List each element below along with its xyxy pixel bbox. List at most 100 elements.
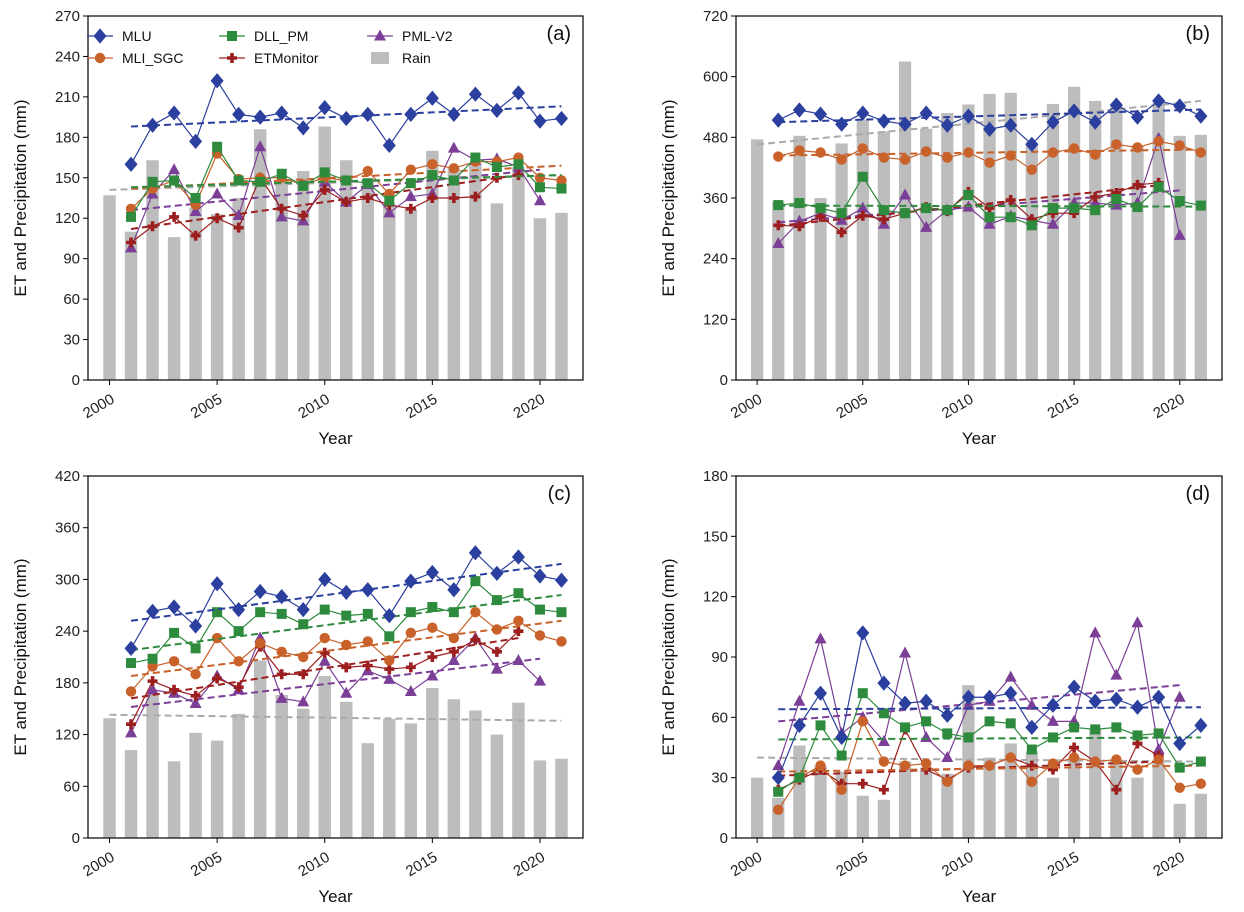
series-point-pml-v2 <box>404 684 417 696</box>
legend-item: MLI_SGC <box>87 50 183 66</box>
trend-line-mlu <box>778 706 1201 711</box>
series-point-pml-v2 <box>533 674 546 686</box>
plot-frame <box>87 15 584 381</box>
y-tick-label: 120 <box>55 727 80 744</box>
series-point-mli_sgc <box>427 622 438 633</box>
x-tick-label: 2000 <box>728 849 765 880</box>
series-point-etmonitor <box>233 682 244 693</box>
series-point-mli_sgc <box>534 630 546 641</box>
series-point-dll_pm <box>836 750 847 761</box>
series-point-dll_pm <box>427 602 438 613</box>
rain-bar <box>426 688 439 838</box>
series-point-pml-v2 <box>835 213 848 225</box>
series-point-etmonitor <box>513 626 524 637</box>
series-point-mli_sgc <box>899 154 911 165</box>
series-point-mli_sgc <box>556 175 567 186</box>
series-point-etmonitor <box>169 684 180 695</box>
series-point-mli_sgc <box>1026 164 1038 175</box>
series-point-dll_pm <box>448 175 459 186</box>
y-tick-label: 0 <box>720 372 728 389</box>
rain-bar <box>555 212 568 380</box>
legend: MLU MLI_SGC DLL_PM ETMonitor PML-V2 Rain <box>87 28 453 66</box>
rain-bar <box>490 734 504 838</box>
series-point-dll_pm <box>1005 212 1016 223</box>
series-point-mlu <box>425 90 439 106</box>
series-point-dll_pm <box>1069 722 1080 733</box>
series-point-dll_pm <box>815 720 826 731</box>
legend-marker <box>94 52 106 64</box>
series-point-mlu <box>1088 693 1102 709</box>
x-tick-label: 2015 <box>1045 391 1082 422</box>
series-point-pml-v2 <box>383 672 396 684</box>
rain-bar <box>1110 761 1123 838</box>
rain-bar <box>1067 757 1081 838</box>
rain-bar <box>1025 751 1038 838</box>
series-point-mli_sgc <box>878 152 890 163</box>
rain-bar <box>877 131 891 380</box>
series-point-mlu <box>167 599 181 615</box>
series-point-etmonitor <box>276 669 287 680</box>
series-point-mli_sgc <box>1195 778 1207 789</box>
rain-bar <box>167 761 181 838</box>
series-point-mli_sgc <box>168 656 180 667</box>
rain-bar <box>146 160 159 380</box>
plot-frame <box>87 475 584 839</box>
series-point-pml-v2 <box>447 141 460 153</box>
series-point-dll_pm <box>362 608 373 619</box>
series-point-dll_pm <box>255 176 266 187</box>
series-point-mlu <box>296 601 310 618</box>
series-point-mlu <box>490 565 504 582</box>
rain-bar <box>318 126 331 380</box>
series-point-mlu <box>898 695 912 711</box>
series-point-etmonitor <box>1069 208 1080 219</box>
series-point-pml-v2 <box>254 140 267 152</box>
legend-marker <box>227 53 237 63</box>
series-point-mli_sgc <box>298 651 309 663</box>
y-tick-label: 180 <box>703 468 728 485</box>
rain-bar <box>340 160 353 380</box>
series-point-mli_sgc <box>815 760 826 771</box>
y-tick-label: 0 <box>720 830 728 847</box>
rain-bar <box>124 750 138 838</box>
rain-bar <box>856 795 869 838</box>
series-point-pml-v2 <box>125 726 138 738</box>
series-point-dll_pm <box>921 203 932 214</box>
series-point-dll_pm <box>319 604 330 615</box>
series-point-mli_sgc <box>794 145 805 156</box>
series-point-dll_pm <box>534 182 545 193</box>
y-tick-label: 270 <box>55 8 80 25</box>
rain-trend-line <box>757 756 1201 763</box>
series-point-mli_sgc <box>125 686 137 697</box>
rain-bar <box>877 799 891 838</box>
series-point-mli_sgc <box>984 157 995 168</box>
series-point-mlu <box>275 589 289 605</box>
y-tick-label: 240 <box>55 48 80 65</box>
trend-line-pml-v2 <box>778 684 1180 723</box>
series-point-mlu <box>382 137 396 154</box>
series-point-mlu <box>124 640 138 656</box>
x-tick-label: 2020 <box>1150 849 1187 880</box>
series-point-etmonitor <box>319 184 330 195</box>
series-point-mli_sgc <box>1090 149 1101 160</box>
series-point-etmonitor <box>470 191 481 202</box>
series-point-pml-v2 <box>490 662 503 674</box>
series-point-etmonitor <box>319 647 330 658</box>
rain-bar <box>361 179 375 380</box>
series-point-mli_sgc <box>319 632 330 644</box>
rain-bar <box>793 745 806 838</box>
series-point-etmonitor <box>1026 214 1037 225</box>
series-point-pml-v2 <box>1173 690 1186 702</box>
y-tick-label: 0 <box>72 830 80 847</box>
series-point-etmonitor <box>1111 784 1122 795</box>
series-point-etmonitor <box>384 664 395 675</box>
series-point-mlu <box>124 156 138 172</box>
x-axis-label: Year <box>318 887 353 906</box>
rain-bar <box>512 166 525 380</box>
series-point-dll_pm <box>900 208 911 219</box>
series-point-dll_pm <box>857 171 868 182</box>
series-point-pml-v2 <box>426 187 439 199</box>
series-point-mlu <box>468 86 482 102</box>
series-point-mli_sgc <box>125 203 137 214</box>
series-point-pml-v2 <box>1110 668 1123 680</box>
rain-bar <box>103 718 116 838</box>
